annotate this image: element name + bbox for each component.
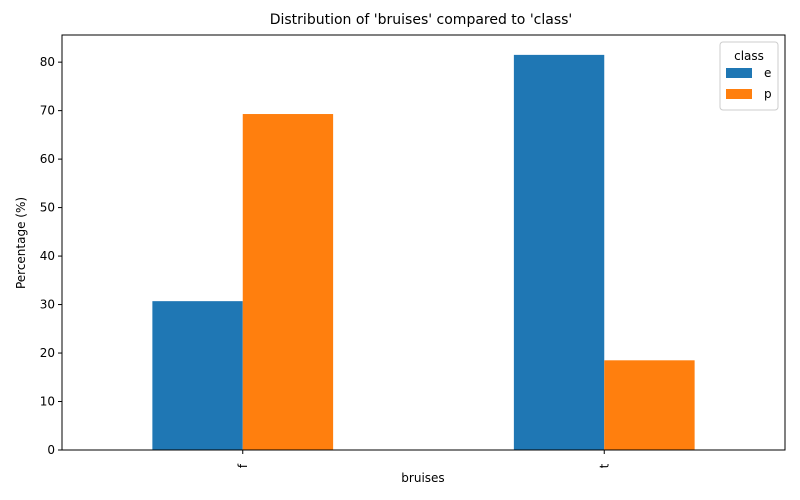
y-tick-label: 50: [40, 201, 55, 215]
legend-label-e: e: [764, 66, 771, 80]
y-axis: 0 10 20 30 40 50 60 70 80: [40, 55, 62, 457]
legend-swatch-e: [726, 68, 752, 78]
chart-title: Distribution of 'bruises' compared to 'c…: [270, 12, 573, 28]
y-tick-label: 0: [47, 443, 55, 457]
x-tick-label: f: [236, 463, 250, 468]
y-tick-label: 80: [40, 55, 55, 69]
legend: class ep: [719, 41, 779, 111]
bar-p-t: [604, 360, 695, 450]
plot-area: [152, 54, 695, 451]
y-tick-label: 30: [40, 298, 55, 312]
plot-frame: [61, 34, 786, 451]
y-tick-label: 10: [40, 395, 55, 409]
bar-e-f: [152, 301, 243, 450]
y-tick-label: 60: [40, 152, 55, 166]
y-axis-label: Percentage (%): [14, 197, 28, 289]
x-tick-label: t: [597, 463, 611, 468]
y-tick-label: 70: [40, 104, 55, 118]
y-tick-label: 40: [40, 249, 55, 263]
legend-title: class: [734, 49, 764, 63]
y-tick-label: 20: [40, 346, 55, 360]
x-axis-label: bruises: [401, 471, 444, 485]
bar-e-t: [513, 54, 605, 451]
legend-label-p: p: [764, 87, 772, 101]
legend-swatch-p: [726, 89, 752, 99]
bar-p-f: [242, 114, 334, 450]
